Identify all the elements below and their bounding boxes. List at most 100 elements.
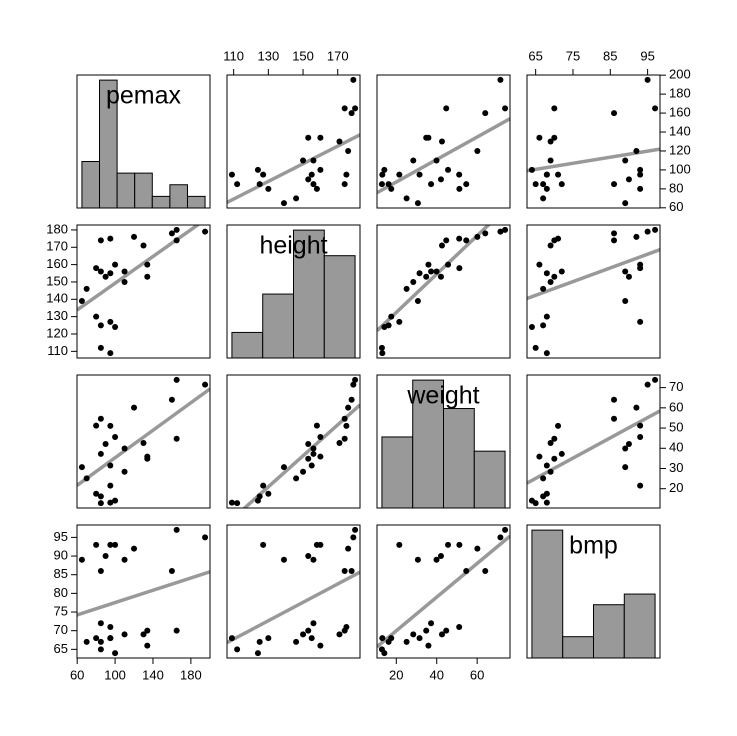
point: [107, 482, 114, 489]
point: [112, 541, 119, 548]
point: [352, 526, 359, 533]
point: [173, 376, 180, 383]
hist-bar: [623, 593, 656, 658]
point: [532, 344, 539, 351]
y-tick-label: 180: [669, 86, 691, 101]
point: [644, 228, 651, 235]
point: [254, 166, 261, 173]
hist-bar: [323, 255, 356, 358]
regression-line: [377, 534, 510, 649]
point: [265, 635, 272, 642]
point: [396, 541, 403, 548]
point: [547, 242, 554, 249]
point: [543, 490, 550, 497]
point: [293, 475, 300, 482]
point: [305, 627, 312, 634]
point: [97, 344, 104, 351]
point: [93, 541, 100, 548]
variable-label: weight: [406, 382, 479, 410]
point: [611, 415, 618, 422]
point: [107, 541, 114, 548]
y-tick-label: 60: [669, 199, 683, 214]
point: [93, 313, 100, 320]
x-tick-label: 180: [180, 667, 202, 682]
point: [381, 166, 388, 173]
point: [121, 468, 128, 475]
point: [551, 134, 558, 141]
point: [625, 176, 632, 183]
point: [456, 541, 463, 548]
point: [555, 171, 562, 178]
y-tick-label: 100: [669, 161, 691, 176]
point: [173, 226, 180, 233]
variable-label: bmp: [569, 532, 618, 560]
panel: [377, 225, 509, 357]
point: [131, 233, 138, 240]
y-tick-label: 80: [669, 180, 683, 195]
point: [260, 482, 267, 489]
point: [121, 268, 128, 275]
point: [97, 415, 104, 422]
y-tick-label: 140: [669, 123, 691, 138]
y-tick-label: 200: [669, 67, 691, 82]
panel-frame: [76, 374, 211, 509]
point: [228, 499, 235, 506]
point: [202, 228, 209, 235]
x-tick-label: 110: [223, 48, 244, 63]
point: [256, 493, 263, 500]
point: [543, 185, 550, 192]
y-tick-label: 110: [47, 343, 68, 358]
x-tick-label: 95: [640, 48, 654, 63]
y-tick-label: 160: [46, 256, 68, 271]
point: [625, 441, 632, 448]
point: [310, 620, 317, 627]
point: [555, 422, 562, 429]
point: [97, 567, 104, 574]
hist-bar: [231, 331, 264, 358]
point: [310, 450, 317, 457]
point: [280, 200, 287, 207]
panel-frame: [76, 74, 211, 209]
point: [144, 455, 151, 462]
y-tick-label: 90: [54, 547, 68, 562]
y-tick-label: 140: [46, 291, 68, 306]
point: [131, 404, 138, 411]
point: [144, 642, 151, 649]
point: [625, 273, 632, 280]
point: [348, 396, 355, 403]
panel: [227, 76, 360, 207]
point: [144, 273, 151, 280]
panel: [527, 376, 660, 507]
point: [352, 105, 359, 112]
panel: [77, 225, 209, 357]
point: [341, 415, 348, 422]
point: [437, 273, 444, 280]
regression-line: [77, 570, 210, 617]
point: [300, 468, 307, 475]
point: [83, 285, 90, 292]
regression-line: [227, 133, 360, 205]
point: [112, 433, 119, 440]
point: [425, 642, 432, 649]
point: [308, 462, 315, 469]
point: [416, 171, 423, 178]
point: [256, 181, 263, 188]
point: [551, 273, 558, 280]
point: [308, 171, 315, 178]
point: [637, 433, 644, 440]
point: [168, 396, 175, 403]
point: [140, 631, 147, 638]
hist-bar: [169, 184, 188, 208]
point: [547, 157, 554, 164]
panel: [527, 226, 660, 357]
point: [379, 171, 386, 178]
variable-label: pemax: [106, 82, 182, 110]
point: [234, 500, 241, 507]
point: [300, 157, 307, 164]
hist-bar: [381, 436, 414, 508]
point: [173, 237, 180, 244]
y-tick-label: 40: [669, 440, 683, 455]
point: [336, 631, 343, 638]
point: [228, 171, 235, 178]
point: [300, 631, 307, 638]
